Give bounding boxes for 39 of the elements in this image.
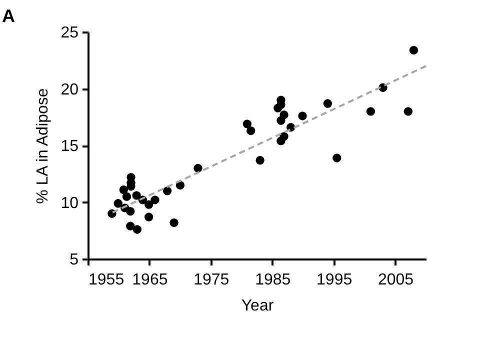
point — [256, 156, 264, 165]
point — [332, 154, 342, 162]
y-tick-label: 15 — [60, 138, 79, 155]
chart-title: A — [2, 6, 15, 26]
y-axis-title: % LA in Adipose — [34, 88, 52, 204]
x-axis-title: Year — [241, 298, 274, 314]
point — [366, 107, 376, 116]
point — [246, 126, 256, 136]
point — [132, 225, 142, 234]
point — [114, 199, 122, 208]
point — [323, 99, 332, 108]
x-tick-label: 2005 — [378, 272, 414, 288]
point — [126, 207, 135, 216]
point — [162, 186, 172, 196]
point — [276, 116, 286, 125]
point — [126, 222, 135, 230]
point — [276, 136, 286, 146]
y-tick-label: 5 — [70, 252, 79, 268]
point — [132, 191, 141, 200]
point — [298, 112, 307, 120]
point — [274, 104, 282, 112]
point — [409, 46, 418, 54]
x-tick-label: 1975 — [194, 272, 230, 288]
point — [170, 218, 178, 227]
point — [122, 192, 132, 201]
y-tick-label: 20 — [60, 81, 79, 98]
point — [404, 107, 413, 116]
point — [194, 164, 202, 173]
point — [144, 212, 154, 222]
point — [119, 185, 128, 194]
x-tick-label: 1965 — [132, 272, 168, 288]
y-tick-label: 25 — [60, 24, 79, 42]
point — [144, 200, 154, 209]
point — [150, 196, 160, 204]
y-tick-label: 10 — [60, 194, 79, 212]
point — [242, 120, 252, 128]
x-tick-label: 1985 — [255, 272, 291, 288]
x-tick-label: 1995 — [316, 272, 352, 288]
x-tick-label: 1955 — [88, 272, 124, 288]
